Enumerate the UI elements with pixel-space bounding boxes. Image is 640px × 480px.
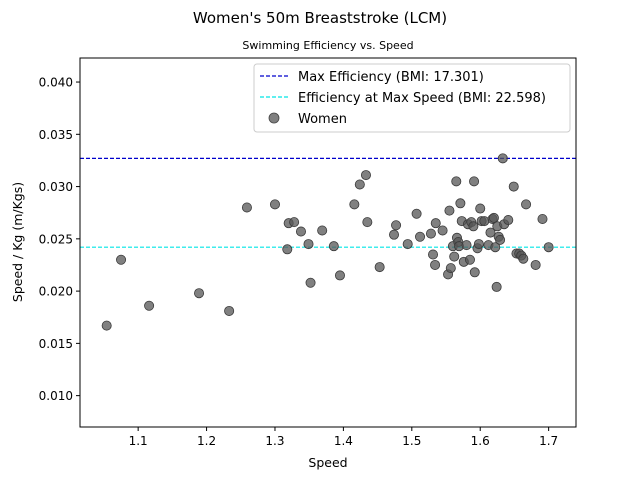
data-point (490, 242, 501, 253)
y-tick-label: 0.015 (39, 337, 73, 351)
x-tick-label: 1.2 (197, 434, 216, 448)
data-point (464, 254, 475, 265)
y-axis-label: Speed / Kg (m/Kgs) (10, 182, 25, 302)
x-tick-label: 1.7 (539, 434, 558, 448)
legend-label-efficiency-at-max-speed: Efficiency at Max Speed (BMI: 22.598) (298, 91, 546, 106)
data-point (518, 253, 529, 264)
data-point (430, 259, 441, 270)
data-point (449, 251, 460, 262)
data-point (194, 288, 205, 299)
data-point (488, 212, 499, 223)
data-point (328, 241, 339, 252)
data-point (354, 179, 365, 190)
plot-area-frame (79, 57, 577, 428)
legend-label-max-efficiency: Max Efficiency (BMI: 17.301) (298, 70, 484, 85)
y-tick-label: 0.040 (39, 76, 73, 90)
data-point (491, 281, 502, 292)
y-axis-ticks: 0.010 0.015 0.020 0.025 0.030 0.035 0.040 (39, 76, 80, 403)
chart-subtitle: Swimming Efficiency vs. Speed (242, 39, 413, 52)
data-point (469, 176, 480, 187)
data-points (101, 153, 554, 331)
data-point (530, 259, 541, 270)
y-tick-label: 0.025 (39, 232, 73, 246)
data-point (543, 242, 554, 253)
data-point (101, 320, 112, 331)
legend-box (253, 63, 571, 133)
x-axis-label: Speed (308, 455, 347, 470)
data-point (241, 202, 252, 213)
data-point (362, 217, 373, 228)
data-point (295, 226, 306, 237)
data-point (461, 240, 472, 251)
data-point (497, 153, 508, 164)
data-point (479, 216, 490, 227)
data-point (451, 176, 462, 187)
data-point (224, 305, 235, 316)
data-point (444, 205, 455, 216)
data-point (521, 199, 532, 210)
y-tick-label: 0.010 (39, 389, 73, 403)
x-tick-label: 1.1 (129, 434, 148, 448)
legend-label-women: Women (298, 112, 347, 127)
data-point (349, 199, 360, 210)
legend-marker-women (268, 112, 280, 124)
data-point (508, 181, 519, 192)
data-point (305, 277, 316, 288)
data-point (503, 215, 514, 226)
data-point (116, 254, 127, 265)
data-point (334, 270, 345, 281)
data-point (317, 225, 328, 236)
data-point (428, 249, 439, 260)
data-point (411, 208, 422, 219)
legend: Max Efficiency (BMI: 17.301) Efficiency … (253, 63, 571, 133)
x-tick-label: 1.5 (402, 434, 421, 448)
chart-title: Women's 50m Breaststroke (LCM) (193, 9, 447, 27)
data-point (468, 221, 479, 232)
data-point (389, 229, 400, 240)
data-point (425, 228, 436, 239)
data-point (269, 199, 280, 210)
x-axis-ticks: 1.1 1.2 1.3 1.4 1.5 1.6 1.7 (129, 427, 558, 448)
x-tick-label: 1.4 (334, 434, 353, 448)
data-point (391, 220, 402, 231)
data-point (144, 300, 155, 311)
x-tick-label: 1.6 (471, 434, 490, 448)
data-point (455, 198, 466, 209)
data-point (537, 213, 548, 224)
data-point (360, 170, 371, 181)
data-point (289, 217, 300, 228)
data-point (415, 231, 426, 242)
data-point (485, 227, 496, 238)
data-point (469, 267, 480, 278)
data-point (473, 239, 484, 250)
data-point (402, 239, 413, 250)
data-point (495, 234, 506, 245)
data-point (445, 263, 456, 274)
data-point (303, 239, 314, 250)
data-point (475, 203, 486, 214)
x-tick-label: 1.3 (265, 434, 284, 448)
data-point (282, 244, 293, 255)
y-tick-label: 0.020 (39, 285, 73, 299)
reference-lines (80, 157, 576, 248)
data-point (437, 225, 448, 236)
data-point (430, 218, 441, 229)
data-point (374, 262, 385, 273)
y-tick-label: 0.030 (39, 180, 73, 194)
y-tick-label: 0.035 (39, 128, 73, 142)
